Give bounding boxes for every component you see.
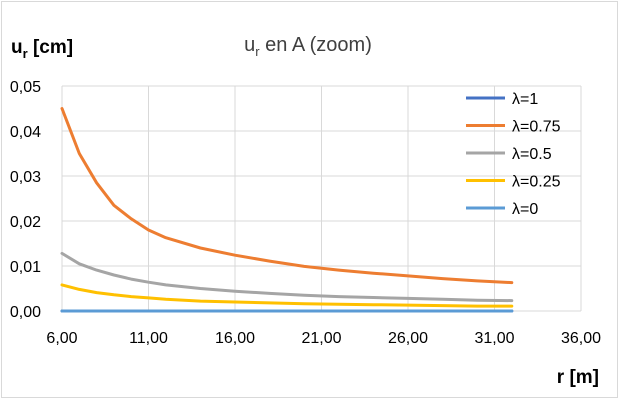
y-tick-label: 0,01	[10, 259, 41, 276]
legend-label: λ=0	[512, 201, 538, 218]
tick-layer: 0,00 0,01 0,02 0,03 0,04 0,05 6,00 11,00 16,00 21…	[10, 79, 601, 347]
x-tick-label: 11,00	[129, 330, 168, 347]
chart-title-main: u	[244, 34, 255, 56]
series-line-2	[60, 251, 514, 303]
x-tick-label: 6,00	[46, 330, 77, 347]
x-tick-label: 26,00	[388, 330, 428, 347]
y-tick-label: 0,05	[10, 79, 41, 96]
x-tick-label: 31,00	[474, 330, 514, 347]
legend-label: λ=0.75	[512, 119, 561, 136]
legend-label: λ=1	[512, 91, 538, 108]
y-axis-title: ur [cm]	[11, 37, 73, 61]
y-tick-label: 0,02	[10, 214, 41, 231]
series-layer	[60, 107, 514, 313]
y-tick-label: 0,03	[10, 169, 41, 186]
y-axis-title-rest: [cm]	[28, 37, 73, 58]
legend-label: λ=0.5	[512, 146, 552, 163]
legend-label: λ=0.25	[512, 174, 561, 191]
x-tick-label: 21,00	[301, 330, 341, 347]
series-line-3	[60, 283, 514, 308]
grid-layer	[61, 85, 582, 312]
y-tick-label: 0,04	[10, 124, 41, 141]
chart-title-rest: en A (zoom)	[260, 34, 372, 56]
y-tick-label: 0,00	[10, 304, 41, 321]
legend: λ=1 λ=0.75 λ=0.5 λ=0.25 λ=0	[466, 91, 561, 218]
y-axis-title-main: u	[11, 37, 23, 58]
x-axis-title: r [m]	[557, 367, 599, 388]
chart-title-subscript: r	[255, 44, 260, 59]
series-line-1	[60, 107, 514, 285]
x-tick-label: 16,00	[215, 330, 255, 347]
y-axis-title-subscript: r	[23, 46, 28, 61]
x-tick-label: 36,00	[561, 330, 601, 347]
chart-title: ur en A (zoom)	[244, 34, 372, 59]
